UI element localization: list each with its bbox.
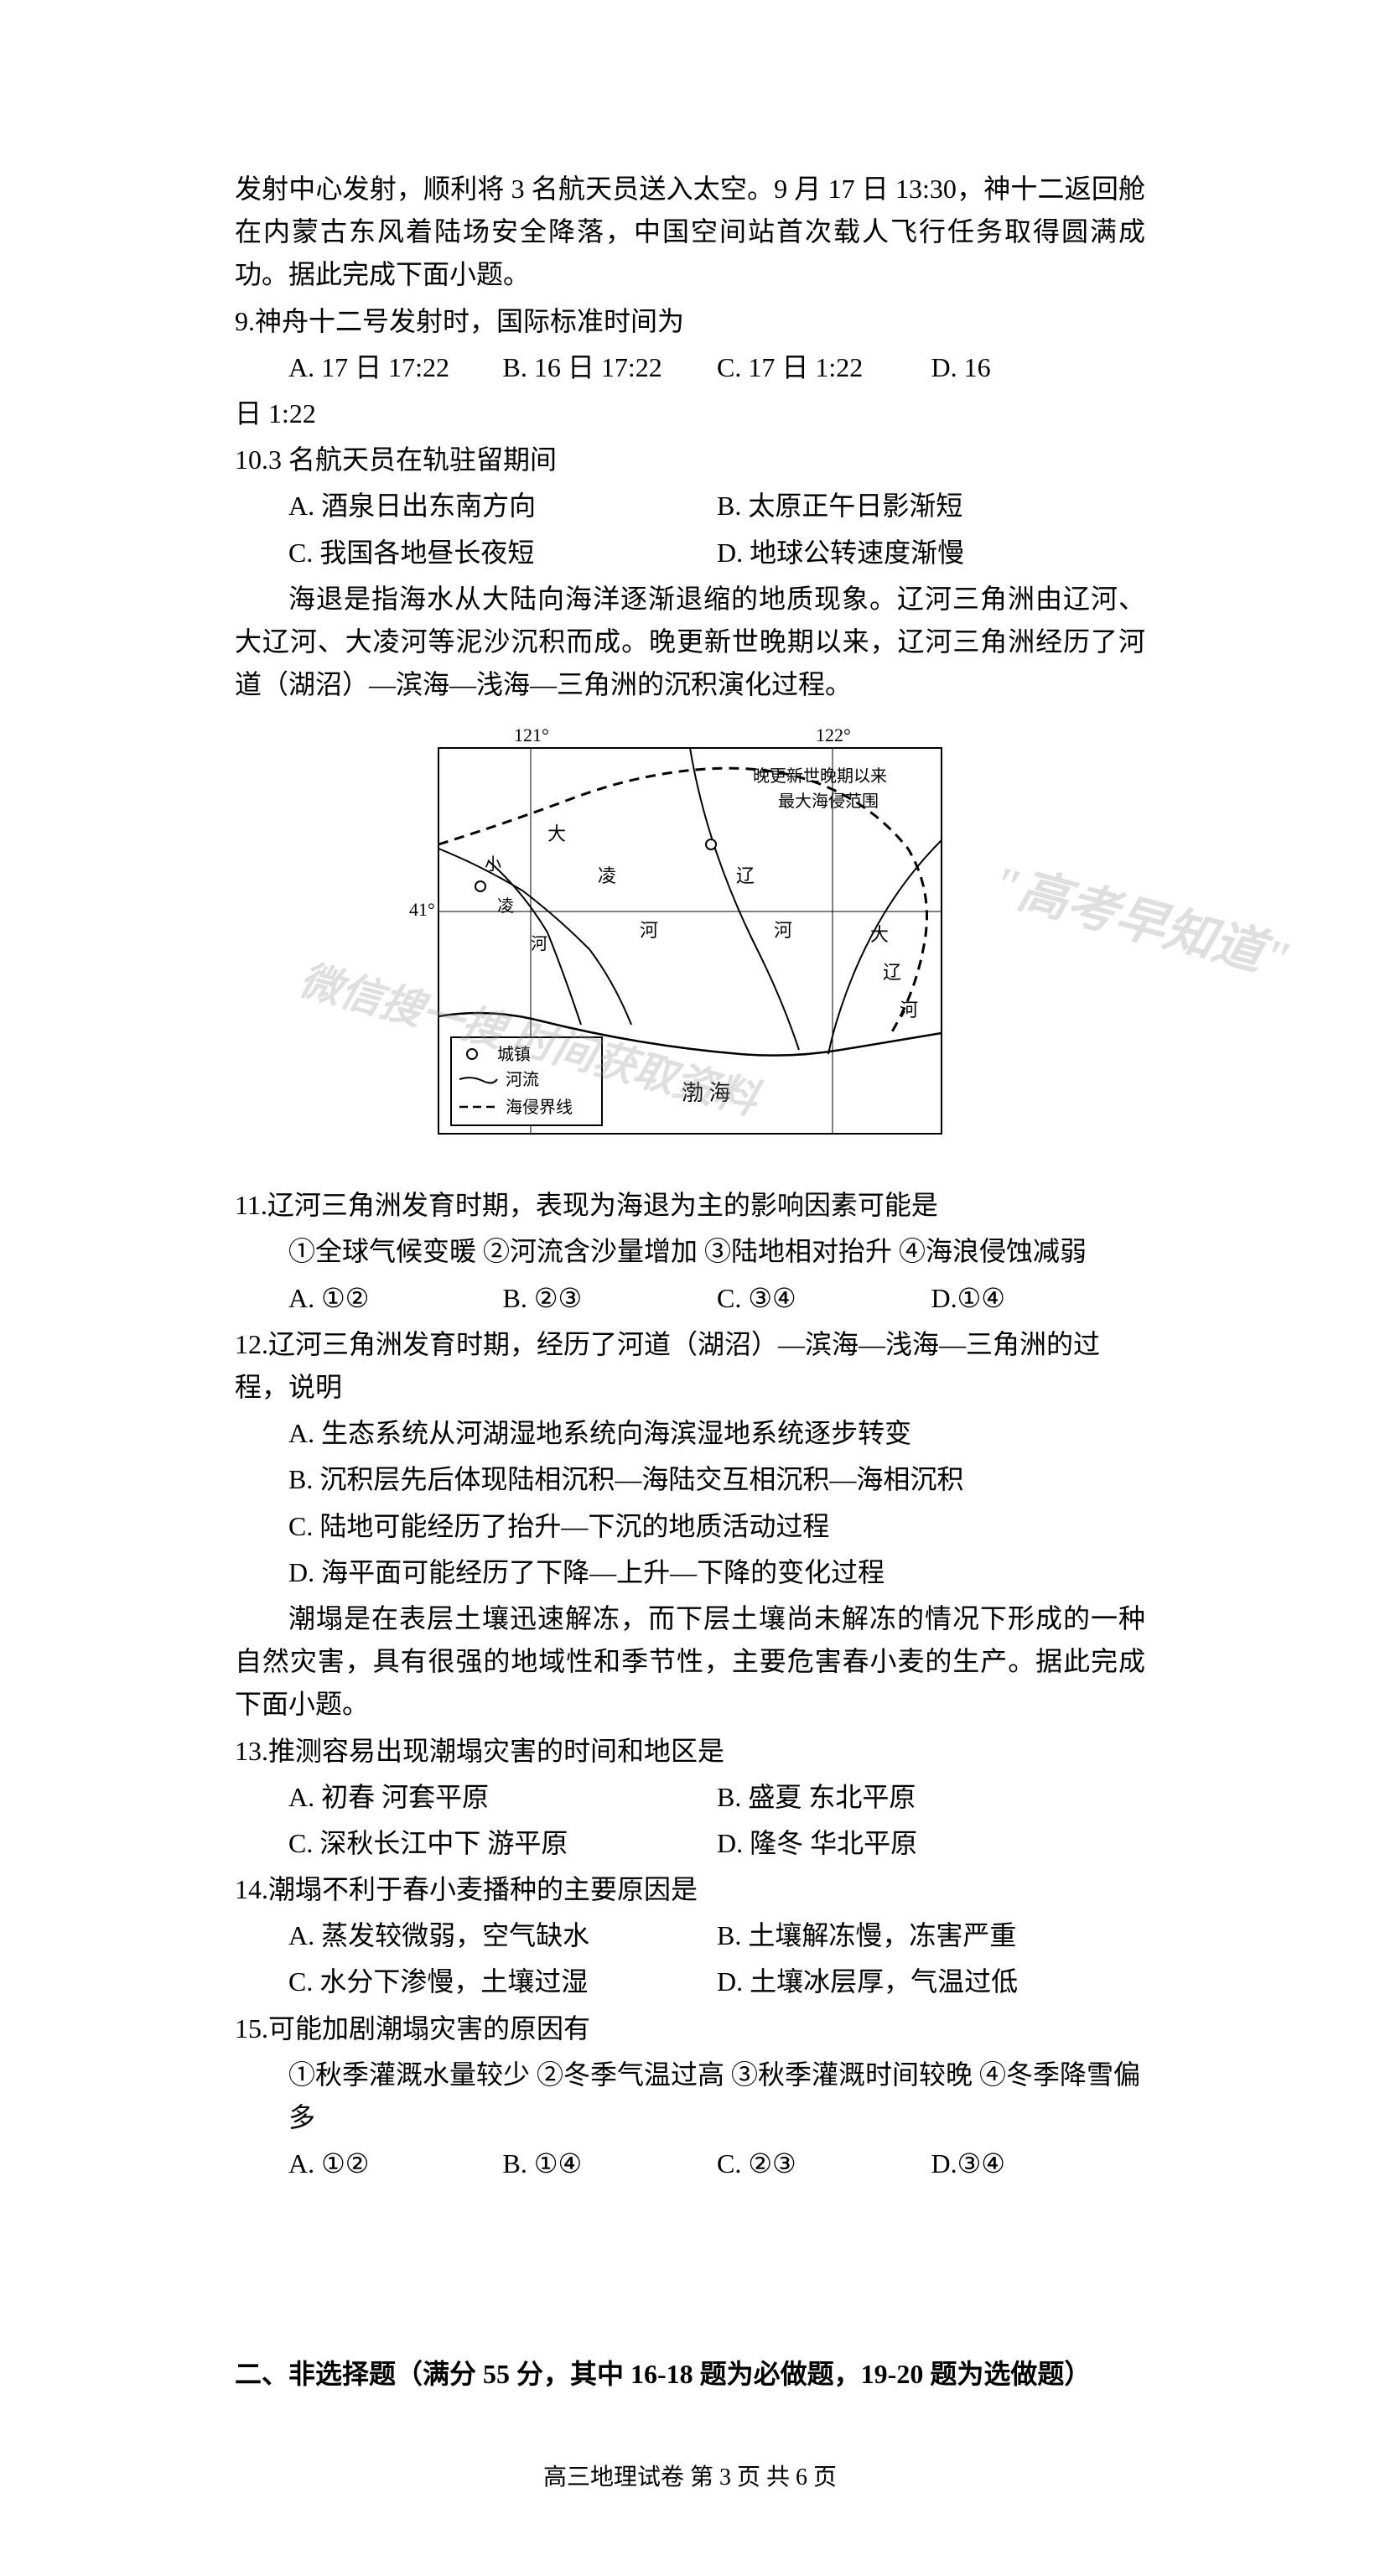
q9-option-d: D. 16	[931, 346, 1146, 389]
town-marker-2	[706, 839, 716, 849]
q15-option-d: D.③④	[931, 2142, 1146, 2185]
q11-option-d: D.①④	[931, 1277, 1146, 1320]
legend-town-icon	[467, 1049, 477, 1059]
q9-option-a: A. 17 日 17:22	[288, 346, 503, 389]
q10-option-d: D. 地球公转速度渐慢	[717, 532, 1145, 574]
question-14-text: 14.潮塌不利于春小麦播种的主要原因是	[235, 1868, 1145, 1911]
q14-option-d: D. 土壤冰层厚，气温过低	[717, 1961, 1145, 2003]
legend-dashed-text: 海侵界线	[506, 1098, 573, 1117]
q15-option-a: A. ①②	[288, 2142, 503, 2185]
question-10-options-row1: A. 酒泉日出东南方向 B. 太原正午日影渐短	[235, 485, 1145, 527]
question-13-options-row2: C. 深秋长江中下 游平原 D. 隆冬 华北平原	[235, 1822, 1145, 1865]
question-13-options-row1: A. 初春 河套平原 B. 盛夏 东北平原	[235, 1776, 1145, 1819]
map-label-liao2: 辽	[883, 962, 901, 983]
question-9-text: 9.神舟十二号发射时，国际标准时间为	[235, 300, 1145, 343]
map-container: 121° 122° 41°	[235, 723, 1145, 1167]
section-2-heading: 二、非选择题（满分 55 分，其中 16-18 题为必做题，19-20 题为选做…	[235, 2353, 1145, 2392]
page-footer: 高三地理试卷 第 3 页 共 6 页	[235, 2459, 1145, 2492]
map-label-max: 最大海侵范围	[778, 792, 879, 811]
q9-option-d-cont: 日 1:22	[235, 392, 1145, 435]
q12-option-c: C. 陆地可能经历了抬升—下沉的地质活动过程	[235, 1505, 1145, 1548]
intro-paragraph-3: 潮塌是在表层土壤迅速解冻，而下层土壤尚未解冻的情况下形成的一种自然灾害，具有很强…	[235, 1597, 1145, 1727]
map-label-da2: 大	[870, 924, 889, 945]
map-label-xiao: 小	[485, 854, 501, 874]
question-13-text: 13.推测容易出现潮塌灾害的时间和地区是	[235, 1730, 1145, 1773]
q13-option-a: A. 初春 河套平原	[288, 1776, 717, 1819]
q12-option-d: D. 海平面可能经历了下降—上升—下降的变化过程	[235, 1551, 1145, 1594]
q12-option-b: B. 沉积层先后体现陆相沉积—海陆交互相沉积—海相沉积	[235, 1458, 1145, 1501]
q13-option-b: B. 盛夏 东北平原	[717, 1776, 1145, 1819]
q11-option-a: A. ①②	[288, 1277, 503, 1320]
question-10-text: 10.3 名航天员在轨驻留期间	[235, 439, 1145, 481]
map-label-ling1: 凌	[598, 865, 616, 886]
map-label-he4: 河	[900, 1000, 918, 1021]
q11-option-c: C. ③④	[717, 1277, 931, 1320]
map-lon-122: 122°	[816, 724, 851, 745]
q14-option-c: C. 水分下渗慢，土壤过湿	[288, 1961, 717, 2003]
question-14-options-row2: C. 水分下渗慢，土壤过湿 D. 土壤冰层厚，气温过低	[235, 1961, 1145, 2003]
map-label-da1: 大	[547, 823, 566, 844]
intro-paragraph-2: 海退是指海水从大陆向海洋逐渐退缩的地质现象。辽河三角洲由辽河、大辽河、大凌河等泥…	[235, 578, 1145, 707]
question-10-options-row2: C. 我国各地昼长夜短 D. 地球公转速度渐慢	[235, 532, 1145, 574]
town-marker-1	[475, 881, 485, 891]
map-label-he3: 河	[774, 920, 792, 941]
q12-option-a: A. 生态系统从河湖湿地系统向海滨湿地系统逐步转变	[235, 1412, 1145, 1455]
q13-option-d: D. 隆冬 华北平原	[717, 1822, 1145, 1865]
question-12-text: 12.辽河三角洲发育时期，经历了河道（湖沼）—滨海—浅海—三角洲的过程，说明	[235, 1323, 1145, 1409]
liaohe-delta-map: 121° 122° 41°	[405, 723, 975, 1167]
q9-option-c: C. 17 日 1:22	[717, 346, 931, 389]
q15-option-c: C. ②③	[717, 2142, 931, 2185]
question-9-options: A. 17 日 17:22 B. 16 日 17:22 C. 17 日 1:22…	[235, 346, 1145, 389]
page-content: 发射中心发射，顺利将 3 名航天员送入太空。9 月 17 日 13:30，神十二…	[0, 0, 1380, 2576]
q10-option-b: B. 太原正午日影渐短	[717, 485, 1145, 527]
map-label-he1: 河	[640, 920, 658, 941]
question-11-subitems: ①全球气候变暖 ②河流含沙量增加 ③陆地相对抬升 ④海浪侵蚀减弱	[235, 1230, 1145, 1273]
legend-town-text: 城镇	[497, 1045, 531, 1064]
map-label-he2: 河	[531, 934, 547, 953]
map-label-liao1: 辽	[736, 865, 755, 886]
question-14-options-row1: A. 蒸发较微弱，空气缺水 B. 土壤解冻慢，冻害严重	[235, 1914, 1145, 1957]
map-label-period: 晚更新世晚期以来	[753, 766, 887, 786]
q11-option-b: B. ②③	[503, 1277, 718, 1320]
q9-option-b: B. 16 日 17:22	[503, 346, 718, 389]
q10-option-c: C. 我国各地昼长夜短	[288, 532, 717, 574]
legend-river-text: 河流	[506, 1070, 539, 1089]
q10-option-a: A. 酒泉日出东南方向	[288, 485, 717, 527]
intro-paragraph-1: 发射中心发射，顺利将 3 名航天员送入太空。9 月 17 日 13:30，神十二…	[235, 168, 1145, 297]
question-15-text: 15.可能加剧潮塌灾害的原因有	[235, 2007, 1145, 2050]
q13-option-c: C. 深秋长江中下 游平原	[288, 1822, 717, 1865]
question-15-options: A. ①② B. ①④ C. ②③ D.③④	[235, 2142, 1145, 2185]
map-lat-41: 41°	[409, 899, 435, 920]
q14-option-b: B. 土壤解冻慢，冻害严重	[717, 1914, 1145, 1957]
question-15-subitems: ①秋季灌溉水量较少 ②冬季气温过高 ③秋季灌溉时间较晚 ④冬季降雪偏多	[235, 2054, 1145, 2139]
map-lon-121: 121°	[514, 724, 549, 745]
question-11-options: A. ①② B. ②③ C. ③④ D.①④	[235, 1277, 1145, 1320]
map-label-bohai: 渤 海	[682, 1081, 731, 1105]
question-11-text: 11.辽河三角洲发育时期，表现为海退为主的影响因素可能是	[235, 1184, 1145, 1227]
q14-option-a: A. 蒸发较微弱，空气缺水	[288, 1914, 717, 1957]
map-label-ling2: 凌	[497, 896, 514, 916]
q15-option-b: B. ①④	[503, 2142, 718, 2185]
